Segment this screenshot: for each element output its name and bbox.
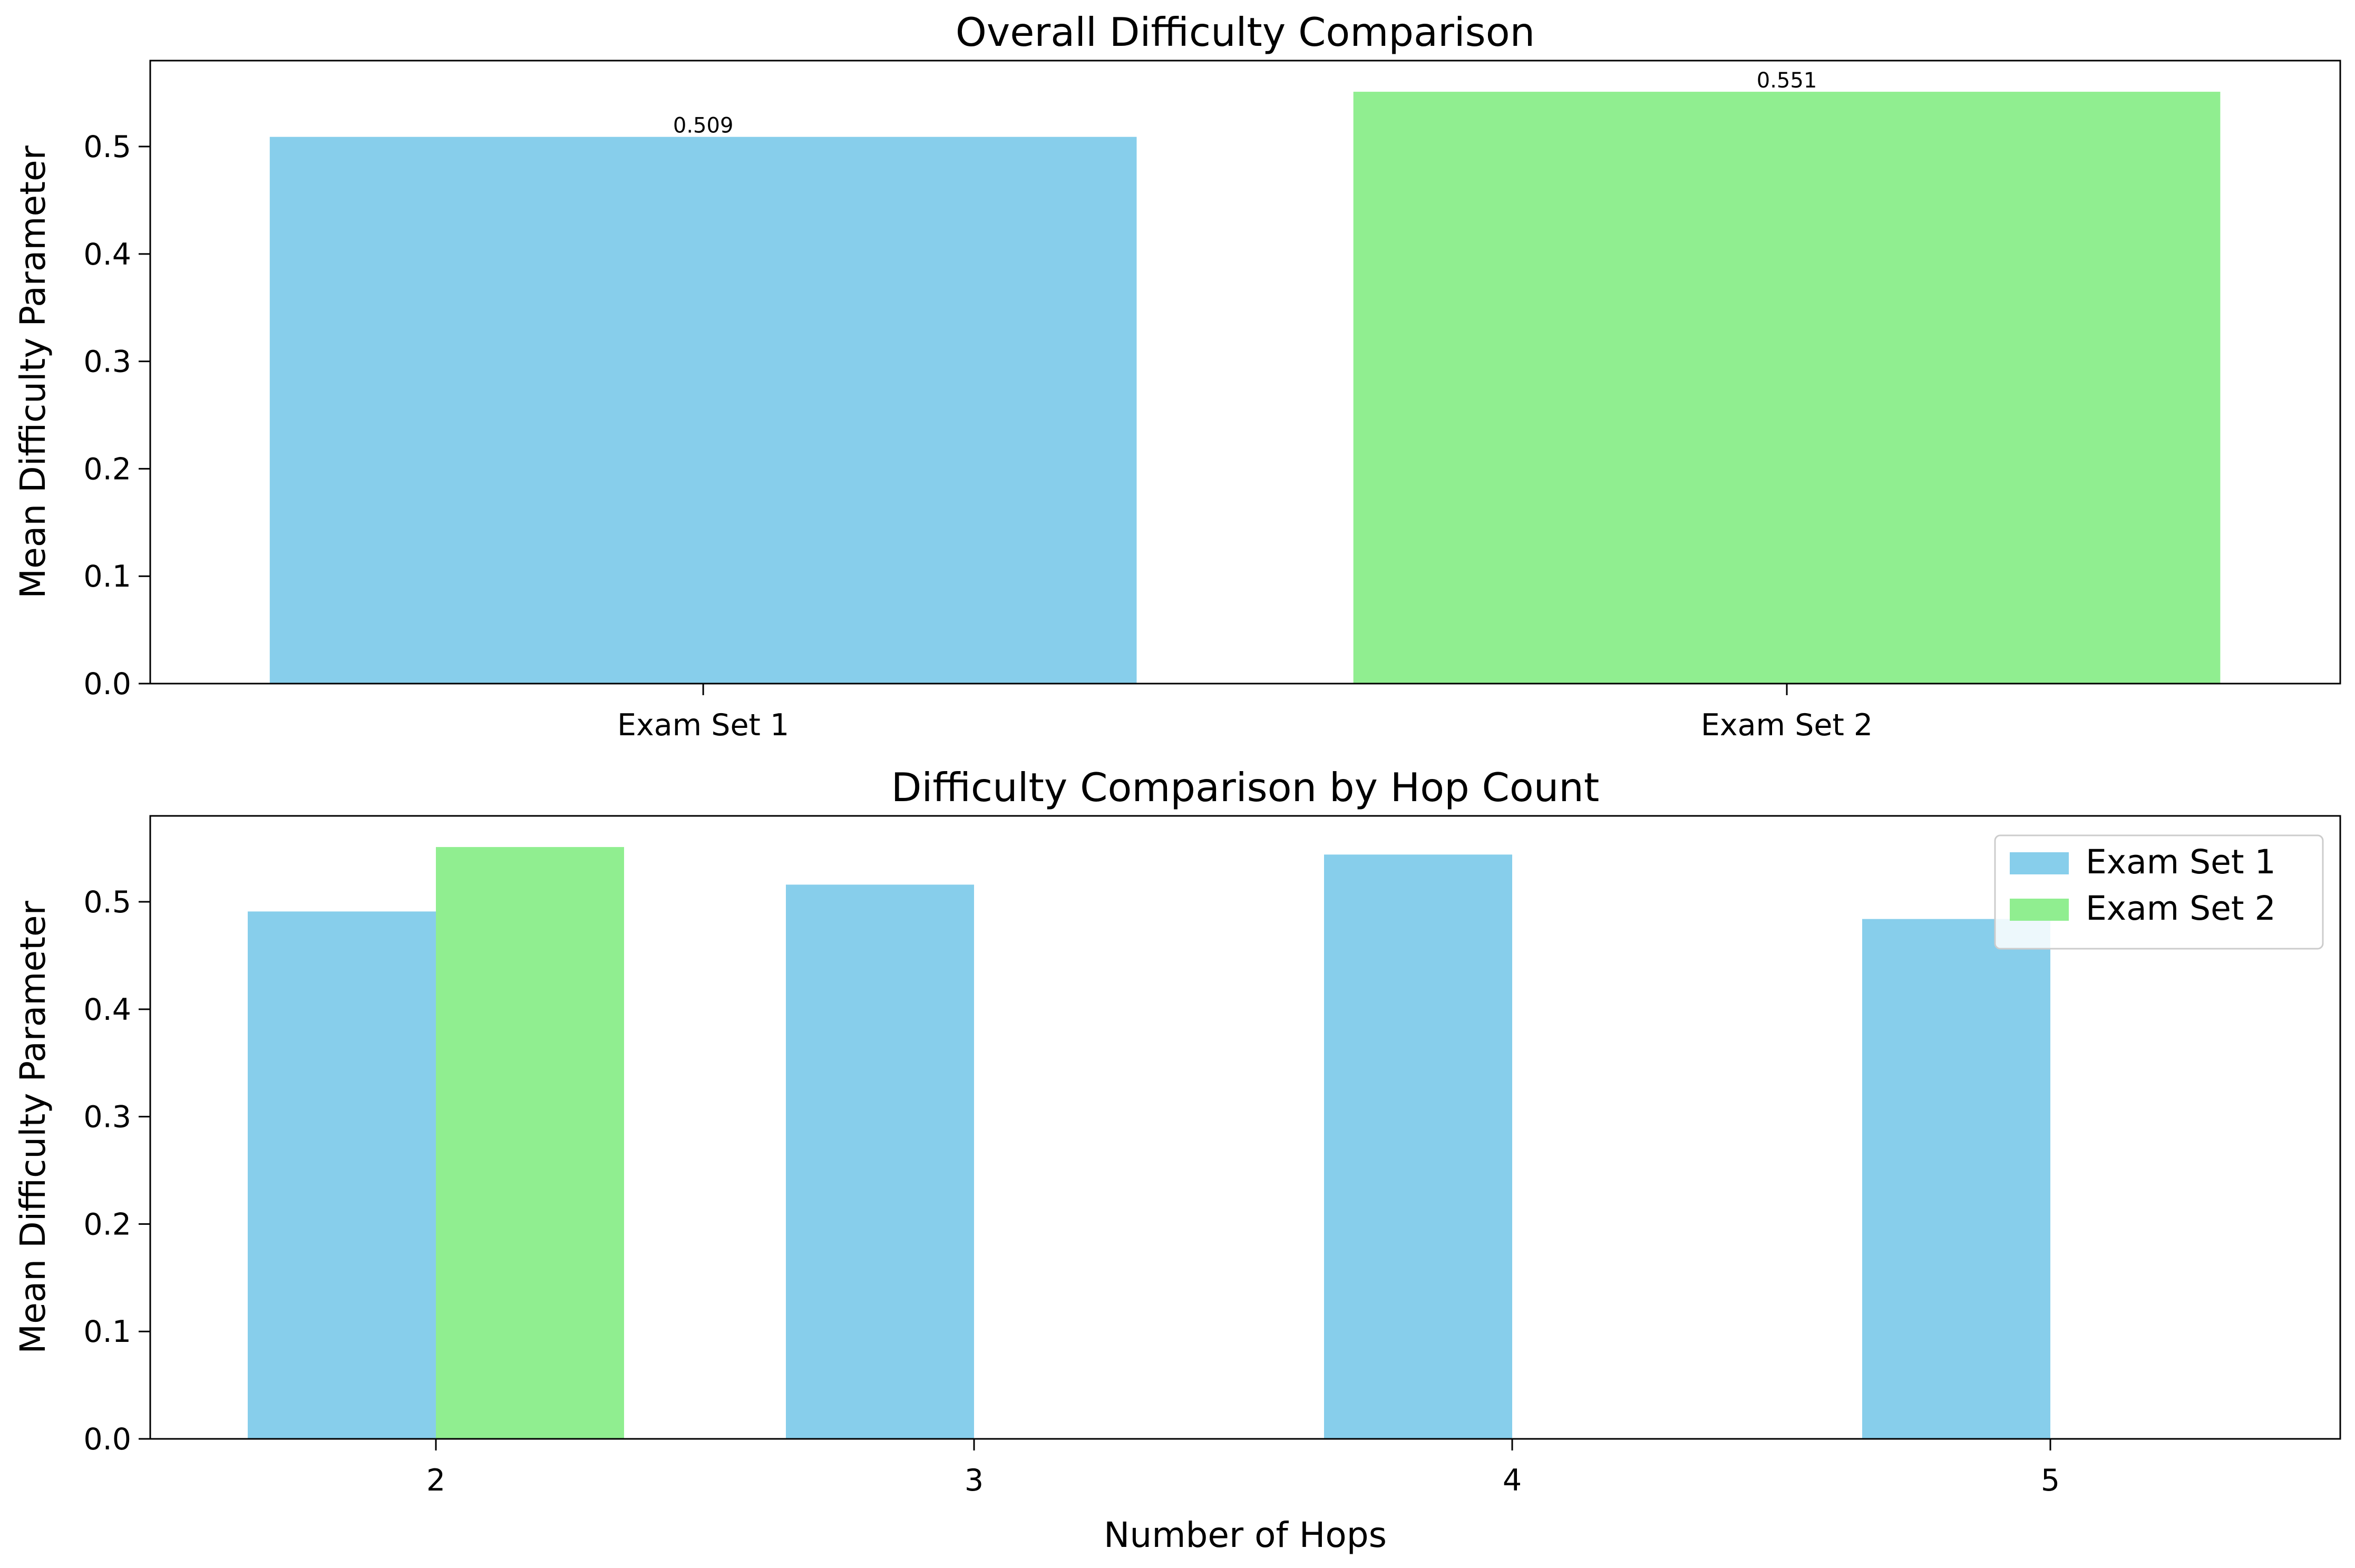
x-tick-label: Exam Set 2 (1701, 708, 1873, 743)
x-axis: 2 3 4 5 (426, 1439, 2060, 1498)
y-tick-label: 0.4 (83, 992, 131, 1027)
y-tick-label: 0.3 (83, 1100, 131, 1135)
plot-frame (149, 60, 2341, 685)
x-axis: Exam Set 1 Exam Set 2 (617, 684, 1873, 743)
data-label: 0.509 (673, 114, 734, 138)
chart-title: Overall Difficulty Comparison (956, 9, 1535, 55)
x-tick-label: 2 (426, 1463, 445, 1498)
y-tick-label: 0.5 (83, 130, 131, 164)
x-tick-label: 3 (965, 1463, 984, 1498)
y-tick-label: 0.1 (83, 1314, 131, 1349)
hop-count-panel: Difficulty Comparison by Hop Count Mean … (13, 764, 2341, 1555)
y-tick-label: 0.0 (83, 1422, 131, 1457)
bar (269, 137, 1137, 684)
plot-frame (149, 815, 2341, 1440)
y-tick-label: 0.3 (83, 345, 131, 379)
legend-box (1994, 834, 2324, 950)
bar (1324, 854, 1512, 1439)
bar (248, 911, 436, 1439)
legend-swatch (2010, 899, 2069, 921)
overall-difficulty-panel: Overall Difficulty Comparison Mean Diffi… (13, 9, 2341, 743)
y-axis-label: Mean Difficulty Parameter (13, 900, 53, 1353)
y-axis: 0.0 0.1 0.2 0.3 0.4 0.5 (83, 130, 150, 702)
data-labels-group: 0.509 0.551 (673, 69, 1817, 138)
legend-swatch (2010, 852, 2069, 874)
bars-group (248, 847, 2050, 1439)
y-tick-label: 0.1 (83, 559, 131, 594)
y-tick-label: 0.0 (83, 667, 131, 702)
y-tick-label: 0.2 (83, 452, 131, 486)
y-axis: 0.0 0.1 0.2 0.3 0.4 0.5 (83, 885, 150, 1457)
legend: Exam Set 1 Exam Set 2 (1994, 834, 2324, 950)
bar (1862, 919, 2050, 1439)
legend-entry: Exam Set 1 (2086, 843, 2276, 881)
data-label: 0.551 (1757, 69, 1817, 93)
x-tick-label: Exam Set 1 (617, 708, 789, 743)
x-axis-label: Number of Hops (1104, 1515, 1387, 1555)
bar (786, 884, 974, 1439)
y-tick-label: 0.2 (83, 1207, 131, 1242)
y-tick-label: 0.4 (83, 237, 131, 272)
legend-entry: Exam Set 2 (2086, 889, 2276, 928)
chart-title: Difficulty Comparison by Hop Count (891, 764, 1600, 811)
bar (1353, 92, 2221, 684)
y-axis-label: Mean Difficulty Parameter (13, 145, 53, 598)
bars-group (269, 92, 2221, 684)
x-tick-label: 4 (1503, 1463, 1522, 1498)
bar (436, 847, 624, 1439)
y-tick-label: 0.5 (83, 885, 131, 920)
x-tick-label: 5 (2041, 1463, 2060, 1498)
